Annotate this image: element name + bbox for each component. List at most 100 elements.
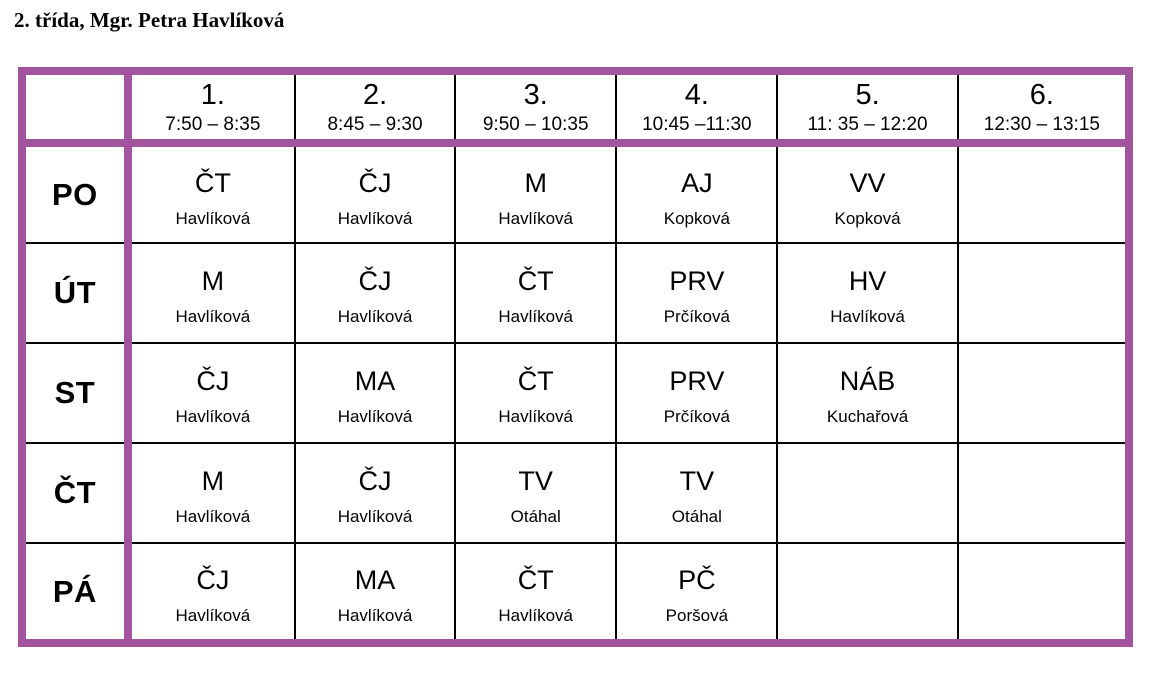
lesson-teacher: Havlíková (498, 307, 573, 326)
lesson-teacher: Havlíková (337, 208, 413, 228)
table-row-wednesday: ST ČJ Havlíková MA Havlíková ČT Havlíkov… (21, 342, 1131, 444)
period-header-2: 2. 8:45 – 9:30 (293, 70, 457, 147)
lesson-teacher: Havlíková (498, 407, 573, 426)
lesson-subject: ČT (517, 564, 554, 595)
lesson-teacher: Havlíková (175, 507, 251, 526)
lesson-teacher: Kopková (663, 208, 730, 228)
page-title: 2. třída, Mgr. Petra Havlíková (14, 8, 285, 32)
lesson-teacher: Prčíková (663, 407, 730, 426)
lesson-cell: TV Otáhal (615, 442, 779, 544)
lesson-subject: ČT (517, 366, 554, 396)
lesson-cell: ČJ Havlíková (126, 542, 296, 644)
period-time: 9:50 – 10:35 (482, 114, 589, 135)
lesson-cell: MA Havlíková (293, 342, 457, 444)
lesson-cell: PRV Prčíková (615, 342, 779, 444)
period-time: 7:50 – 8:35 (165, 114, 261, 135)
lesson-subject: TV (518, 466, 553, 496)
lesson-teacher: Havlíková (337, 605, 413, 625)
lesson-cell: AJ Kopková (615, 142, 779, 244)
day-label-friday: PÁ (21, 542, 132, 644)
lesson-subject: ČJ (196, 366, 230, 396)
period-time: 10:45 –11:30 (642, 114, 752, 135)
lesson-subject: ČT (194, 167, 231, 198)
day-label-thursday: ČT (21, 442, 132, 544)
lesson-cell: ČT Havlíková (454, 542, 618, 644)
period-number: 2. (362, 79, 388, 111)
period-header-4: 4. 10:45 –11:30 (615, 70, 779, 147)
lesson-cell-empty (956, 442, 1131, 544)
period-number: 1. (200, 79, 225, 111)
lesson-teacher: Otáhal (671, 507, 722, 526)
period-number: 6. (1029, 79, 1054, 111)
lesson-subject: ČJ (358, 466, 392, 496)
lesson-teacher: Havlíková (175, 605, 251, 625)
lesson-subject: ČJ (358, 167, 392, 198)
lesson-teacher: Havlíková (175, 307, 251, 326)
lesson-teacher: Havlíková (498, 605, 573, 625)
lesson-cell: ČJ Havlíková (293, 442, 457, 544)
lesson-cell: TV Otáhal (454, 442, 618, 544)
period-header-1: 1. 7:50 – 8:35 (126, 70, 296, 147)
table-row-monday: PO ČT Havlíková ČJ Havlíková M Havlíková… (21, 142, 1131, 244)
lesson-teacher: Poršová (665, 605, 729, 625)
lesson-cell: NÁB Kuchařová (776, 342, 959, 444)
period-number: 5. (855, 79, 880, 111)
lesson-teacher: Havlíková (175, 407, 251, 426)
lesson-cell: ČT Havlíková (454, 242, 618, 344)
timetable-table: 1. 7:50 – 8:35 2. 8:45 – 9:30 3. 9:50 – … (18, 67, 1133, 647)
lesson-subject: PRV (669, 266, 725, 296)
table-row-thursday: ČT M Havlíková ČJ Havlíková TV Otáhal TV… (21, 442, 1131, 544)
lesson-cell: M Havlíková (454, 142, 618, 244)
lesson-subject: PČ (678, 564, 716, 595)
lesson-teacher: Havlíková (337, 507, 413, 526)
lesson-cell: VV Kopková (776, 142, 959, 244)
corner-cell (21, 70, 132, 147)
timetable-header: 1. 7:50 – 8:35 2. 8:45 – 9:30 3. 9:50 – … (21, 70, 1131, 147)
lesson-subject: NÁB (839, 366, 896, 396)
lesson-teacher: Prčíková (663, 307, 730, 326)
lesson-cell-empty (776, 542, 959, 644)
lesson-subject: M (201, 466, 225, 496)
lesson-subject: HV (848, 266, 887, 296)
lesson-teacher: Kuchařová (826, 407, 909, 426)
period-header-6: 6. 12:30 – 13:15 (956, 70, 1131, 147)
lesson-cell: ČJ Havlíková (293, 242, 457, 344)
lesson-cell: MA Havlíková (293, 542, 457, 644)
lesson-cell: ČT Havlíková (126, 142, 296, 244)
lesson-cell: M Havlíková (126, 442, 296, 544)
header-row: 1. 7:50 – 8:35 2. 8:45 – 9:30 3. 9:50 – … (21, 70, 1131, 147)
lesson-teacher: Havlíková (498, 208, 573, 228)
period-time: 11: 35 – 12:20 (807, 114, 928, 135)
lesson-cell: HV Havlíková (776, 242, 959, 344)
lesson-cell-empty (956, 242, 1131, 344)
lesson-subject: M (524, 167, 547, 198)
lesson-cell-empty (956, 342, 1131, 444)
period-number: 4. (684, 79, 709, 111)
lesson-subject: ČT (517, 266, 554, 296)
period-time: 12:30 – 13:15 (983, 114, 1100, 135)
table-row-tuesday: ÚT M Havlíková ČJ Havlíková ČT Havlíková… (21, 242, 1131, 344)
lesson-teacher: Havlíková (337, 307, 413, 326)
lesson-cell: PČ Poršová (615, 542, 779, 644)
lesson-teacher: Havlíková (175, 208, 251, 228)
lesson-subject: AJ (681, 167, 713, 198)
lesson-teacher: Kopková (834, 208, 901, 228)
lesson-cell: PRV Prčíková (615, 242, 779, 344)
lesson-cell: ČJ Havlíková (126, 342, 296, 444)
lesson-subject: PRV (669, 366, 725, 396)
lesson-subject: M (201, 266, 225, 296)
period-header-3: 3. 9:50 – 10:35 (454, 70, 618, 147)
lesson-cell-empty (956, 542, 1131, 644)
lesson-subject: ČJ (196, 564, 230, 595)
lesson-teacher: Havlíková (337, 407, 413, 426)
lesson-subject: TV (679, 466, 715, 496)
lesson-teacher: Otáhal (510, 507, 561, 526)
lesson-subject: VV (849, 167, 886, 198)
lesson-cell: ČJ Havlíková (293, 142, 457, 244)
period-header-5: 5. 11: 35 – 12:20 (776, 70, 959, 147)
lesson-cell-empty (776, 442, 959, 544)
lesson-teacher: Havlíková (830, 307, 905, 326)
day-label-wednesday: ST (21, 342, 132, 444)
lesson-subject: MA (354, 564, 396, 595)
period-time: 8:45 – 9:30 (327, 114, 423, 135)
